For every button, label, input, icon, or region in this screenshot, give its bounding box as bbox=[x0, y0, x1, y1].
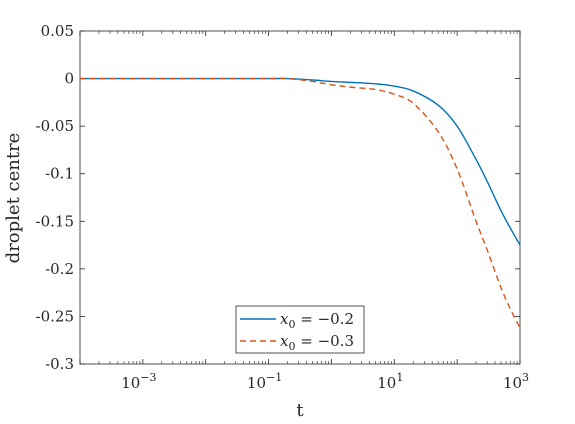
series-layer bbox=[80, 77, 521, 329]
x-tick-label: 10−1 bbox=[247, 371, 282, 392]
y-tick-label: -0.25 bbox=[36, 307, 74, 325]
series-line-2 bbox=[80, 77, 521, 329]
y-tick-label: -0.15 bbox=[36, 212, 74, 230]
minor-ticks bbox=[98, 31, 518, 364]
y-tick-label: -0.3 bbox=[45, 355, 74, 373]
legend-label-1: x0 = −0.2 bbox=[280, 310, 354, 331]
x-tick-label: 101 bbox=[377, 371, 403, 392]
y-tick-label: 0 bbox=[64, 70, 74, 88]
x-tick-label: 103 bbox=[503, 371, 529, 392]
y-tick-label: -0.05 bbox=[36, 117, 74, 135]
plot-area bbox=[79, 30, 521, 365]
legend-box bbox=[235, 305, 365, 354]
x-tick-labels: 10−3 10−1 101 103 bbox=[121, 371, 529, 392]
y-tick-label: 0.05 bbox=[41, 22, 74, 40]
legend: x0 = −0.2x0 = −0.3 bbox=[235, 305, 365, 354]
y-tick-label: -0.1 bbox=[45, 165, 74, 183]
legend-label-2: x0 = −0.3 bbox=[280, 332, 354, 353]
x-tick-label: 10−3 bbox=[121, 371, 156, 392]
y-tick-label: -0.2 bbox=[45, 260, 74, 278]
x-axis-label: t bbox=[296, 400, 304, 421]
y-axis-label: droplet centre bbox=[3, 133, 24, 264]
y-tick-labels: 0.05 0 -0.05 -0.1 -0.15 -0.2 -0.25 -0.3 bbox=[36, 22, 74, 373]
